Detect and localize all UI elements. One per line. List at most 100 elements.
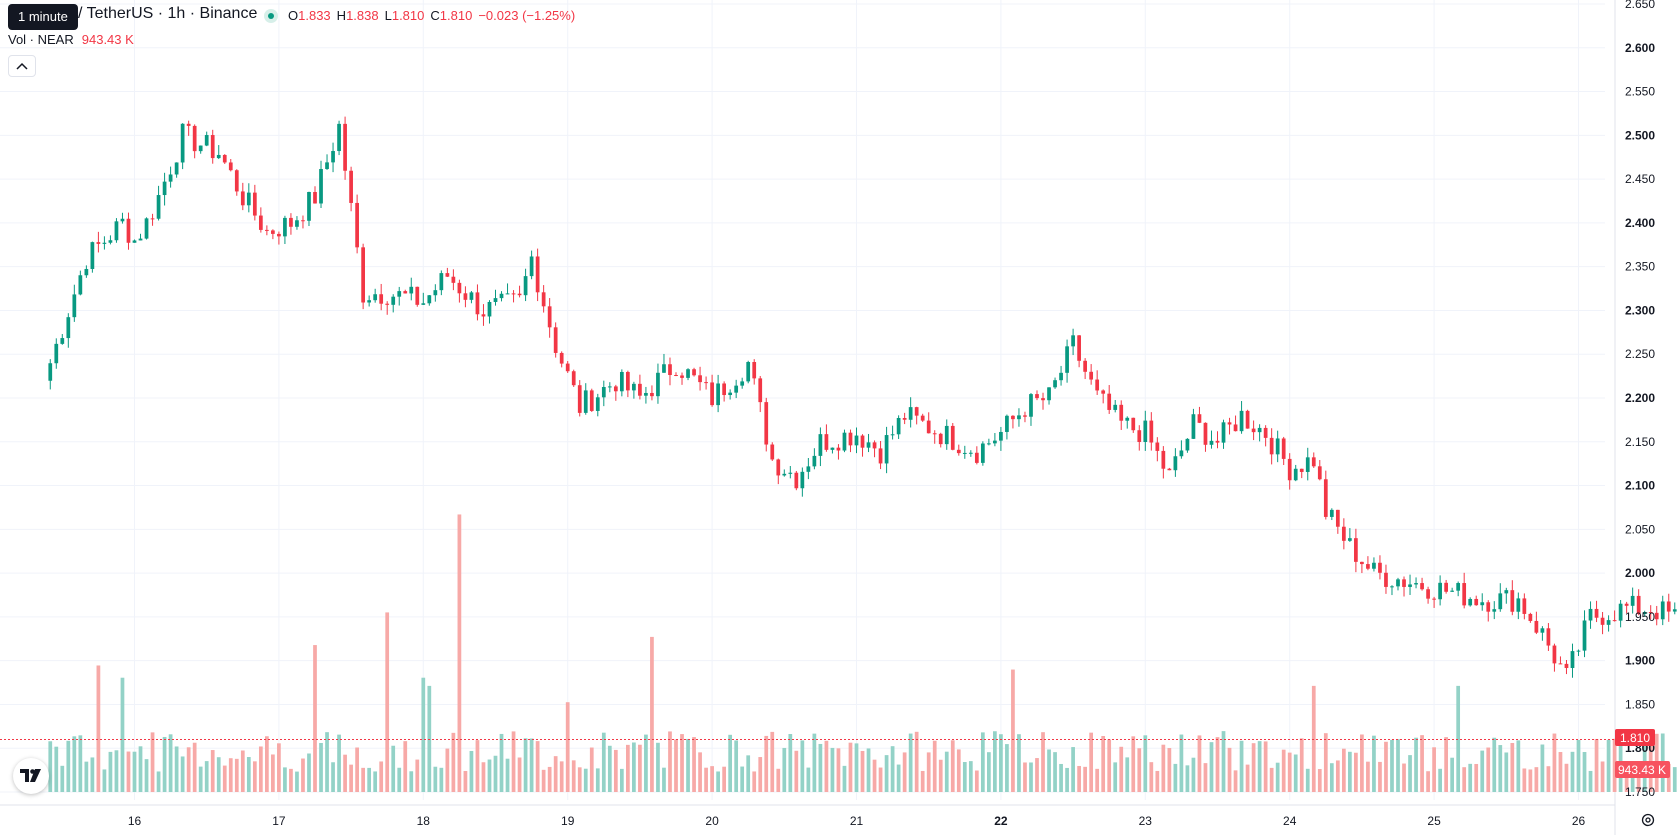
volume-bar: [1384, 741, 1388, 792]
candle-body: [1149, 420, 1154, 443]
volume-bar: [1666, 763, 1671, 792]
candle-body: [1227, 422, 1232, 425]
candle-body: [782, 473, 787, 476]
volume-bar: [866, 748, 871, 792]
volume-bar: [433, 766, 438, 792]
volume-bar: [1558, 752, 1563, 792]
volume-bar: [331, 762, 335, 792]
volume-bar: [1426, 771, 1430, 792]
volume-bar: [1552, 733, 1557, 792]
candle-body: [1510, 590, 1515, 612]
volume-bar: [1390, 739, 1394, 792]
candle-body: [860, 435, 865, 448]
candle-body: [511, 293, 516, 295]
volume-bar: [162, 736, 167, 792]
candle-body: [78, 275, 83, 295]
volume-bar: [1546, 766, 1551, 792]
candle-body: [1329, 509, 1334, 517]
candle-body: [54, 343, 59, 364]
candle-body: [716, 383, 720, 406]
candle-body: [162, 181, 167, 196]
volume-bar: [277, 743, 281, 792]
volume-bar: [547, 766, 552, 792]
volume-bar: [1396, 739, 1400, 792]
volume-bar: [902, 752, 907, 792]
candle-body: [505, 293, 510, 295]
candle-body: [770, 444, 775, 460]
candle-body: [156, 195, 161, 219]
candle-body: [1083, 360, 1087, 372]
volume-bar: [1335, 760, 1340, 792]
candle-body: [1348, 538, 1352, 541]
candle-body: [391, 296, 396, 305]
volume-bar: [505, 758, 510, 792]
candle-body: [704, 382, 708, 384]
volume-bar: [1540, 744, 1545, 792]
volume-bar: [367, 767, 372, 792]
candle-body: [331, 151, 335, 163]
volume-bar: [854, 743, 859, 792]
volume-bar: [644, 734, 648, 792]
candle-body: [1095, 379, 1100, 391]
volume-bar: [78, 735, 83, 792]
ohlc-legend: O1.833 H1.838 L1.810 C1.810 −0.023 (−1.2…: [288, 8, 575, 23]
candle-body: [1155, 442, 1160, 451]
chart-settings-button[interactable]: [1638, 812, 1658, 832]
volume-bar: [896, 764, 901, 792]
volume-bar: [1462, 767, 1467, 792]
candle-body: [1384, 572, 1388, 587]
candle-body: [1197, 414, 1202, 423]
volume-bar: [926, 752, 931, 792]
volume-bar: [619, 768, 624, 792]
candle-body: [1378, 562, 1382, 573]
volume-bar: [734, 740, 739, 792]
candle-body: [914, 407, 919, 416]
time-tick-label: 20: [705, 814, 719, 828]
volume-bar: [656, 742, 660, 792]
candle-body: [1648, 612, 1653, 614]
volume-bar: [601, 732, 606, 792]
candle-body: [1059, 372, 1063, 381]
candle-body: [1534, 620, 1539, 633]
candle-body: [246, 192, 251, 206]
candle-body: [1396, 579, 1400, 587]
volume-bar: [373, 771, 378, 792]
candle-body: [583, 390, 588, 413]
high-value: 1.838: [346, 8, 379, 23]
volume-bar: [60, 765, 65, 792]
volume-bar: [704, 767, 708, 792]
collapse-legend-button[interactable]: [8, 55, 36, 77]
volume-bar: [265, 736, 269, 792]
candle-body: [325, 162, 329, 170]
volume-bar: [1450, 757, 1455, 792]
candle-body: [1251, 428, 1256, 433]
volume-bar: [1522, 768, 1527, 792]
volume-bar: [1486, 747, 1491, 792]
candle-body: [1672, 609, 1677, 612]
volume-bar: [668, 731, 672, 792]
candle-body: [938, 433, 943, 445]
market-status-icon[interactable]: [264, 9, 278, 23]
candle-body: [1179, 450, 1184, 457]
candle-body: [451, 276, 456, 283]
candle-body: [595, 397, 600, 411]
volume-bar: [313, 645, 317, 792]
candle-body: [854, 435, 859, 446]
candle-body: [1035, 394, 1039, 399]
candle-body: [60, 338, 65, 344]
tradingview-logo[interactable]: [13, 758, 49, 794]
volume-bar: [938, 759, 943, 792]
volume-bar: [1035, 758, 1039, 792]
volume-bar: [481, 762, 486, 792]
volume-bar: [1131, 736, 1136, 792]
candle-body: [1311, 457, 1316, 467]
candle-body: [758, 378, 763, 403]
symbol-title[interactable]: / TetherUS · 1h · Binance: [78, 5, 258, 22]
candle-body: [632, 383, 636, 391]
candle-body: [824, 434, 829, 450]
candle-body: [956, 449, 961, 454]
candle-body: [469, 292, 474, 300]
volume-legend[interactable]: Vol · NEAR 943.43 K: [8, 32, 134, 47]
volume-bar: [1438, 768, 1442, 792]
